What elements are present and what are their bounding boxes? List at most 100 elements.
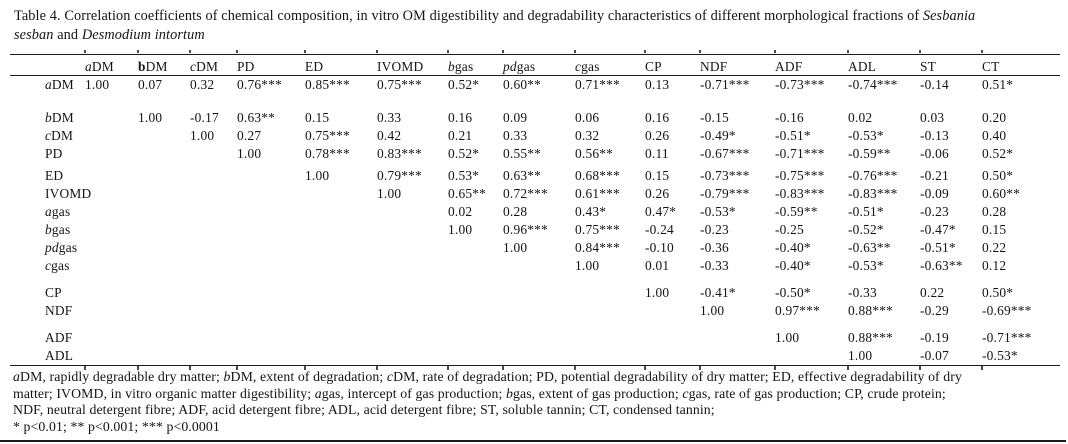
tick-mark [774,50,776,53]
table-cell [190,329,237,347]
table-cell [85,185,138,203]
table-cell [645,302,700,320]
column-header: bgas [448,54,503,76]
table-cell: 0.11 [645,146,669,161]
table-cell [377,347,448,366]
tick-mark [376,366,378,370]
table-cell: 0.75*** [377,77,422,92]
table-cell: -0.23 [920,204,949,219]
page-bottom-rule [0,440,1066,442]
table-cell: -0.14 [920,77,949,92]
significance-note: * p<0.01; ** p<0.001; *** p<0.0001 [13,418,220,434]
table-cell: -0.67*** [700,146,750,161]
table-cell: 0.96*** [503,222,548,237]
table-cell: 1.00 [503,240,528,255]
table-cell: -0.69*** [982,303,1032,318]
table-cell: -0.19 [920,330,949,345]
table-cell: -0.50* [775,285,811,300]
table-cell: -0.74*** [848,77,898,92]
table-cell: -0.23 [700,222,729,237]
table-cell: 0.65** [448,186,487,201]
row-label: bDM [45,110,74,125]
table-cell: 0.16 [645,110,670,125]
table-cell [138,127,190,145]
column-header: pdgas [503,54,575,76]
table-cell [85,302,138,320]
table-cell [377,329,448,347]
footnote-line-3: NDF, neutral detergent fibre; ADF, acid … [13,402,715,418]
table-cell [305,284,377,302]
tick-mark [774,366,776,370]
table-cell: 0.75*** [575,222,620,237]
table-cell: 0.60** [982,186,1021,201]
table-cell: 0.16 [448,110,473,125]
stub-header [10,54,85,76]
table-cell: -0.63** [920,258,963,273]
row-label: agas [45,204,71,219]
table-cell [138,302,190,320]
table-cell: -0.06 [920,146,949,161]
table-row: ADF 1.00 0.88*** -0.19 -0.71*** [10,329,1060,347]
table-cell [448,257,503,275]
tick-mark [981,50,983,53]
table-cell: -0.51* [848,204,884,219]
table-row: ED 1.00 0.79*** 0.53* 0.63** 0.68*** 0.15 -0.73… [10,167,1060,185]
table-cell: 0.33 [503,128,528,143]
table-cell: 0.15 [305,110,330,125]
table-cell: -0.07 [920,348,949,363]
table-cell [85,329,138,347]
table-cell: 1.00 [575,258,600,273]
table-row: NDF 1.00 0.97*** 0.88*** -0.29 -0.69*** [10,302,1060,320]
tick-mark [137,50,139,53]
table-cell [503,347,575,366]
tick-mark [376,50,378,53]
table-cell [503,329,575,347]
table-cell: 0.85*** [305,77,350,92]
table-row: PD 1.00 0.78*** 0.83*** 0.52* 0.55** 0.56** 0.1… [10,145,1060,163]
table-cell [138,145,190,163]
table-cell: 0.40 [982,128,1007,143]
table-cell [190,203,237,221]
tick-mark [502,366,504,370]
row-label: NDF [45,303,73,318]
table-cell [85,127,138,145]
table-cell: 0.03 [920,110,945,125]
table-cell: 0.15 [982,222,1007,237]
row-label: pdgas [45,240,78,255]
table-row: aDM 1.00 0.07 0.32 0.76*** 0.85*** 0.75*** 0.52… [10,76,1060,95]
table-cell [237,185,305,203]
table-cell: 0.53* [448,168,480,183]
table-cell [305,347,377,366]
column-header: ED [305,54,377,76]
table-cell: -0.75*** [775,168,825,183]
table-cell [237,167,305,185]
table-cell: 0.09 [503,110,528,125]
table-cell [377,239,448,257]
table-cell [700,347,775,366]
table-row: agas 0.02 0.28 0.43* 0.47* -0.53* -0.59** -0.51… [10,203,1060,221]
header-row: aDM bDM cDM PD ED IVOMD bgas pdgas cgas CP NDF ADF A… [10,54,1060,76]
table-cell: 0.97*** [775,303,820,318]
table-cell: 0.56** [575,146,614,161]
table-cell [138,185,190,203]
table-cell: 1.00 [237,146,262,161]
table-cell [305,239,377,257]
table-cell [190,284,237,302]
column-header: ADL [848,54,920,76]
table-cell [237,284,305,302]
table-cell: 0.26 [645,186,670,201]
table-cell [138,284,190,302]
tick-mark [847,366,849,370]
tick-mark [189,50,191,53]
table-cell [237,239,305,257]
table-cell: 0.72*** [503,186,548,201]
table-cell [138,221,190,239]
table-cell [190,347,237,366]
column-header: aDM [85,54,138,76]
table-cell: 1.00 [700,303,725,318]
table-cell: -0.33 [700,258,729,273]
table-row: cDM 1.00 0.27 0.75*** 0.42 0.21 0.33 0.32 0.26 -0… [10,127,1060,145]
correlation-table: aDM bDM cDM PD ED IVOMD bgas pdgas cgas CP NDF ADF A… [10,54,1060,366]
table-cell: 0.13 [645,77,670,92]
table-cell: 0.76*** [237,77,282,92]
